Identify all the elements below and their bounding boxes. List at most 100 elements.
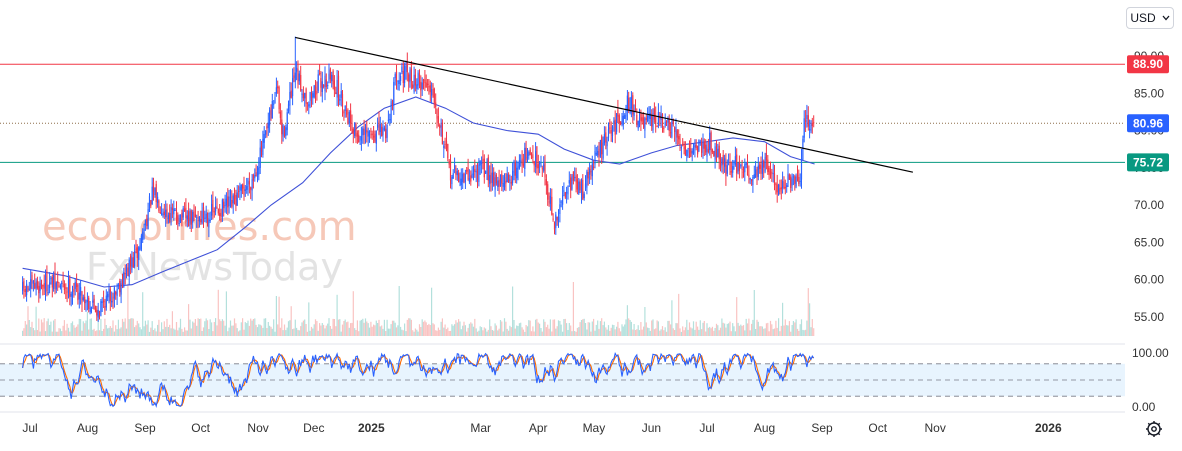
candle-body xyxy=(494,177,496,190)
candle-body xyxy=(138,247,140,260)
volume-bar xyxy=(601,318,603,336)
candle-body xyxy=(645,117,647,120)
candle-body xyxy=(296,67,298,72)
candle-body xyxy=(710,132,712,151)
candle-body xyxy=(40,279,43,289)
volume-bar xyxy=(413,331,415,336)
candle-body xyxy=(725,161,727,176)
candle-body xyxy=(134,251,136,267)
volume-bar xyxy=(668,320,670,336)
candle-body xyxy=(532,154,534,158)
candle-body xyxy=(607,129,610,138)
time-tick-label: Jun xyxy=(642,421,661,435)
candle-body xyxy=(490,172,492,184)
candle-body xyxy=(632,95,634,115)
time-axis[interactable]: Jul Aug Sep Oct Nov Dec 2025 Mar Apr May Jun Jul Aug… xyxy=(22,421,1062,435)
candle-body xyxy=(745,162,747,165)
volume-bar xyxy=(551,331,553,336)
volume-bar xyxy=(185,330,187,336)
volume-bar xyxy=(400,326,402,336)
volume-bar xyxy=(607,325,610,336)
volume-bar xyxy=(706,323,708,336)
volume-bar xyxy=(186,330,188,336)
volume-bar xyxy=(800,319,803,336)
volume-bar xyxy=(88,329,90,336)
volume-bar xyxy=(159,331,161,336)
candle-body xyxy=(124,272,126,275)
candle-body xyxy=(375,130,377,144)
candle-body xyxy=(786,185,788,188)
trendline[interactable] xyxy=(295,36,914,173)
candle-body xyxy=(759,164,761,169)
volume-bar xyxy=(686,319,688,336)
candle-body xyxy=(255,172,257,177)
settings-gear-icon[interactable] xyxy=(1144,419,1164,439)
candle-body xyxy=(286,112,288,131)
volume-bar xyxy=(51,331,53,336)
candle-body xyxy=(38,285,40,294)
candle-body xyxy=(498,179,500,187)
volume-bar xyxy=(749,330,751,336)
candle-body xyxy=(571,175,573,189)
volume-bar xyxy=(586,329,588,336)
candle-body xyxy=(256,172,259,178)
currency-selector[interactable]: USD xyxy=(1126,7,1174,29)
candle-body xyxy=(238,190,240,192)
candle-body xyxy=(373,135,375,138)
candle-body xyxy=(293,75,295,79)
candle-body xyxy=(589,168,591,175)
volume-bar xyxy=(281,318,283,336)
volume-bar xyxy=(478,330,480,336)
candle-body xyxy=(688,143,691,153)
volume-bar xyxy=(655,328,657,336)
volume-bar xyxy=(752,319,754,336)
candle-body xyxy=(462,173,464,183)
volume-bar xyxy=(182,331,184,336)
volume-bar xyxy=(576,327,578,336)
candle-body xyxy=(736,154,738,174)
candle-body xyxy=(791,178,793,186)
volume-bar xyxy=(691,328,693,336)
volume-bar xyxy=(211,322,213,336)
trendline-layer[interactable] xyxy=(295,36,914,173)
volume-bar xyxy=(171,311,173,336)
volume-bar xyxy=(242,318,244,336)
moving-average xyxy=(22,96,815,288)
candle-body xyxy=(656,126,658,128)
volume-bar xyxy=(81,330,83,336)
candle-body xyxy=(513,161,515,173)
candle-body xyxy=(277,86,279,89)
volume-bar xyxy=(671,300,673,336)
candle-body xyxy=(665,120,668,122)
candle-body xyxy=(431,88,433,96)
volume-bar xyxy=(659,330,661,336)
candle-body xyxy=(508,174,510,183)
volume-bar xyxy=(148,331,151,336)
candle-body xyxy=(767,159,769,172)
candle-body xyxy=(346,109,348,115)
candle-body xyxy=(778,184,780,195)
candle-body xyxy=(748,174,750,177)
candle-body xyxy=(27,286,29,291)
candle-body xyxy=(525,147,527,160)
candle-body xyxy=(313,85,315,98)
candle-body xyxy=(112,296,114,302)
volume-bar xyxy=(724,323,726,336)
volume-bar xyxy=(377,323,379,336)
volume-bar xyxy=(660,329,662,336)
volume-bar xyxy=(541,331,543,336)
volume-bar xyxy=(444,324,446,336)
price-tick-label: 70.00 xyxy=(1134,198,1164,212)
volume-bar xyxy=(493,330,495,336)
volume-bar xyxy=(96,330,98,336)
candle-body xyxy=(94,307,97,313)
volume-bar xyxy=(393,320,395,336)
volume-bar xyxy=(656,320,658,336)
volume-bar xyxy=(570,325,572,336)
candle-body xyxy=(597,150,599,156)
volume-bar xyxy=(221,319,223,336)
candle-body xyxy=(332,70,334,85)
volume-bar xyxy=(466,331,468,336)
